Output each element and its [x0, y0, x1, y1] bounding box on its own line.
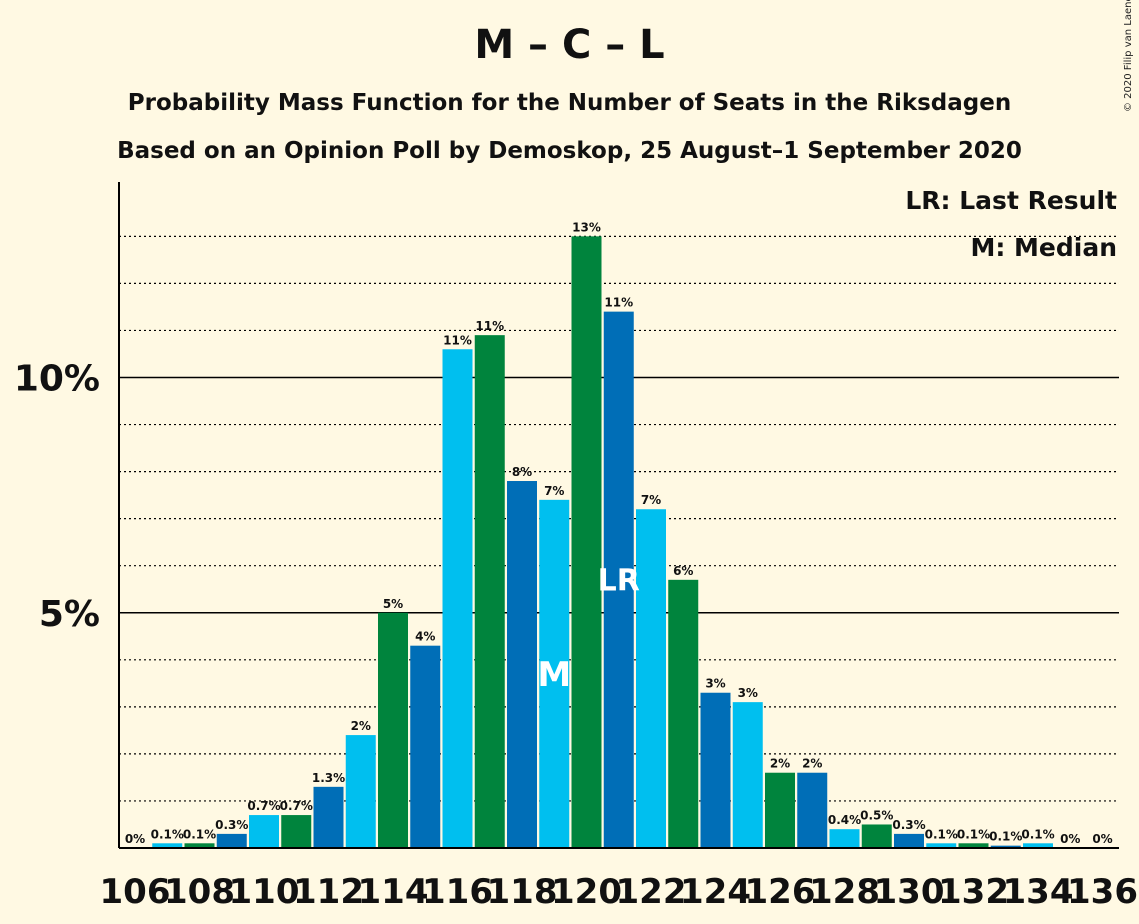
x-tick-label: 110: [229, 872, 300, 912]
data-label: 0%: [125, 832, 145, 846]
bar-133: [990, 845, 1021, 848]
data-label: 6%: [673, 564, 693, 578]
x-tick-label: 122: [616, 872, 687, 912]
x-tick-label: 116: [422, 872, 493, 912]
data-label: 0%: [1060, 832, 1080, 846]
data-label: 5%: [383, 597, 403, 611]
bar-129: [861, 824, 892, 848]
bar-125: [732, 702, 763, 848]
bar-111: [281, 815, 312, 848]
data-label: 7%: [641, 493, 661, 507]
bar-109: [216, 833, 247, 848]
data-label: 11%: [475, 319, 504, 333]
bar-117: [474, 335, 505, 848]
data-label: 0%: [1092, 832, 1112, 846]
x-tick-label: 132: [938, 872, 1009, 912]
bar-108: [184, 843, 215, 848]
bar-123: [668, 579, 699, 848]
data-label: 13%: [572, 220, 601, 234]
bar-118: [507, 481, 537, 848]
data-label: 0.7%: [280, 799, 313, 813]
data-label: 0.5%: [860, 808, 893, 822]
data-label: 3%: [705, 677, 725, 691]
data-label: 2%: [351, 719, 371, 733]
x-tick-label: 106: [100, 872, 171, 912]
last-result-marker: LR: [598, 563, 640, 598]
y-tick-label: 10%: [14, 359, 100, 400]
x-tick-label: 126: [745, 872, 816, 912]
data-label: 0.7%: [247, 799, 280, 813]
x-tick-label: 120: [551, 872, 622, 912]
bar-124: [700, 692, 731, 848]
data-label: 0.3%: [215, 818, 248, 832]
data-label: 3%: [738, 686, 758, 700]
bar-116: [442, 349, 473, 848]
bar-131: [926, 843, 957, 848]
x-tick-label: 128: [809, 872, 880, 912]
data-label: 7%: [544, 484, 564, 498]
median-marker: M: [537, 655, 571, 695]
bar-127: [797, 772, 828, 848]
bar-132: [958, 843, 989, 848]
bar-120: [571, 236, 602, 849]
data-label: 0.1%: [151, 827, 184, 841]
data-label: 0.1%: [957, 827, 990, 841]
bar-110: [249, 815, 279, 848]
data-label: 4%: [415, 630, 435, 644]
bar-130: [894, 833, 924, 848]
data-label: 1.3%: [312, 771, 345, 785]
x-tick-label: 108: [164, 872, 235, 912]
data-label: 11%: [443, 333, 472, 347]
bar-128: [829, 829, 860, 848]
legend-entry: LR: Last Result: [905, 186, 1117, 215]
x-tick-label: 134: [1003, 872, 1074, 912]
x-tick-label: 118: [487, 872, 558, 912]
bar-126: [765, 772, 795, 848]
bar-119: [539, 499, 570, 848]
data-label: 11%: [604, 296, 633, 310]
data-label: 2%: [802, 757, 822, 771]
data-label: 0.1%: [925, 827, 958, 841]
x-tick-label: 112: [293, 872, 364, 912]
data-label: 0.4%: [828, 813, 861, 827]
chart-subtitle-source: Based on an Opinion Poll by Demoskop, 25…: [117, 138, 1022, 164]
bar-114: [378, 612, 408, 848]
bar-112: [313, 786, 344, 848]
chart-title: M – C – L: [474, 22, 665, 68]
data-label: 0.1%: [989, 830, 1022, 844]
bar-113: [345, 735, 376, 848]
data-label: 0.1%: [1021, 827, 1054, 841]
data-label: 8%: [512, 465, 532, 479]
x-tick-label: 136: [1067, 872, 1138, 912]
chart-subtitle: Probability Mass Function for the Number…: [127, 90, 1012, 116]
bar-122: [636, 509, 666, 848]
x-tick-label: 130: [874, 872, 945, 912]
bar-134: [1023, 843, 1053, 848]
bar-107: [152, 843, 183, 848]
legend-entry: M: Median: [970, 233, 1117, 262]
bar-121: [603, 311, 634, 848]
y-tick-label: 5%: [39, 594, 100, 635]
data-label: 0.1%: [183, 827, 216, 841]
data-label: 2%: [770, 757, 790, 771]
bar-115: [410, 645, 441, 848]
x-tick-label: 114: [358, 872, 429, 912]
data-label: 0.3%: [892, 818, 925, 832]
x-tick-label: 124: [680, 872, 751, 912]
